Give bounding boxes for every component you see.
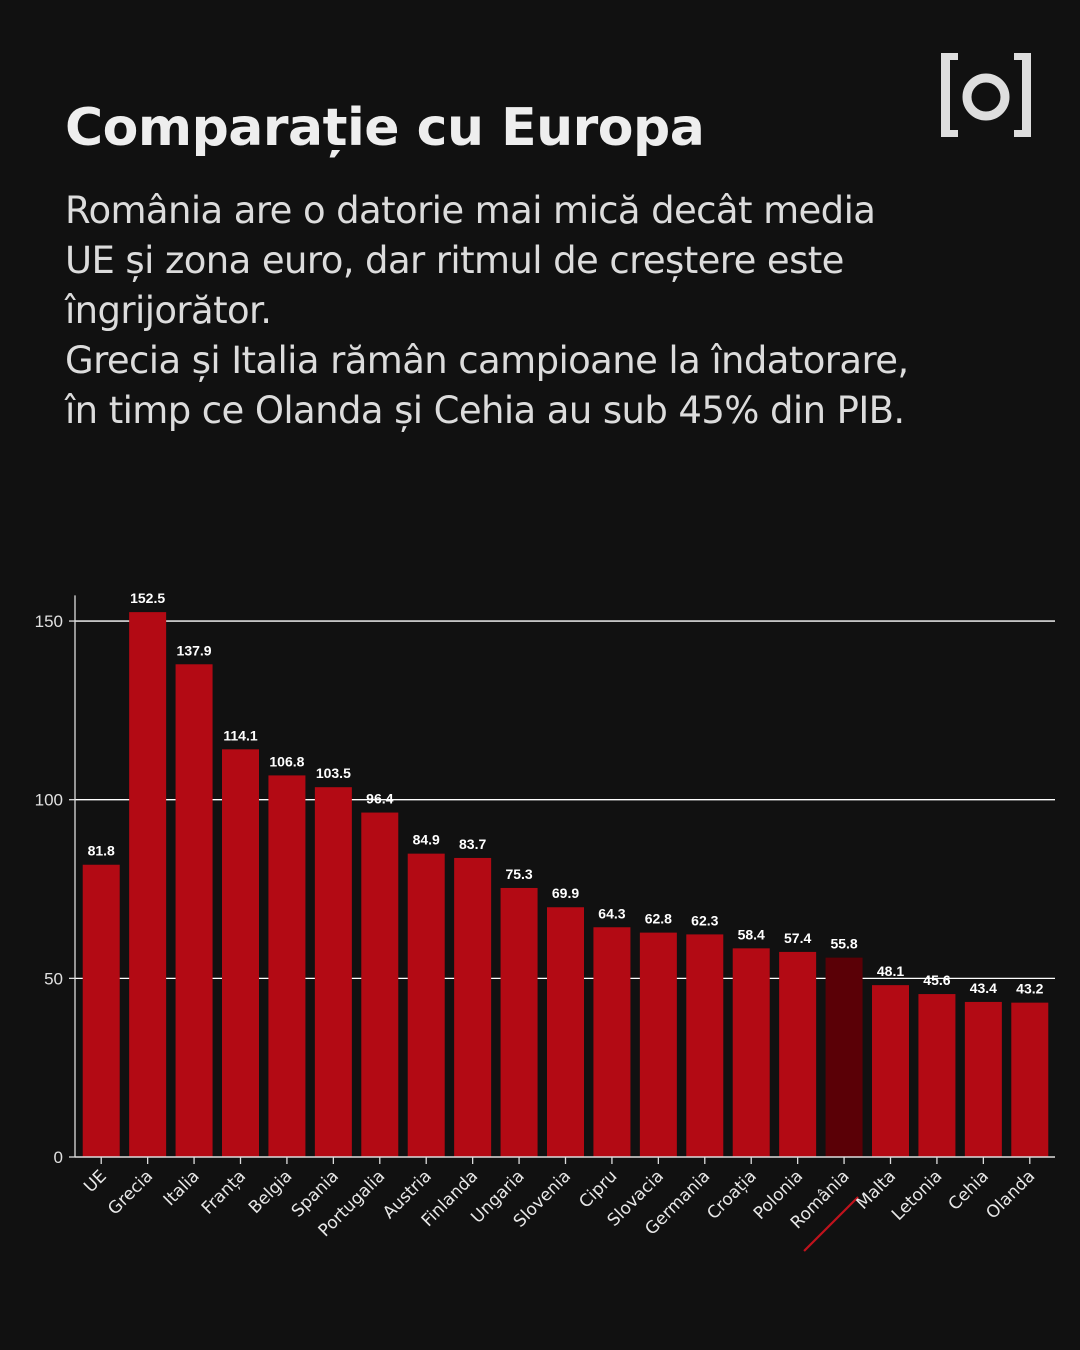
data-label: 96.4 (366, 791, 393, 807)
page-subtitle: România are o datorie mai mică decât med… (65, 189, 909, 432)
highlight-underline (803, 1196, 859, 1252)
data-label: 48.1 (877, 963, 904, 979)
bar-malta (872, 985, 909, 1157)
data-label: 64.3 (598, 905, 625, 921)
data-label: 137.9 (177, 642, 212, 658)
bracket-o-logo (941, 53, 1031, 137)
data-label: 106.8 (269, 753, 304, 769)
bar-olanda (1011, 1002, 1049, 1157)
bar-slovenia (547, 907, 584, 1157)
data-label: 43.4 (970, 980, 997, 996)
data-label: 58.4 (738, 926, 765, 942)
x-tick-label: Croația (703, 1166, 760, 1223)
bar-austria (407, 853, 445, 1157)
bar-ungaria (500, 887, 538, 1157)
bar-franța (222, 749, 259, 1157)
data-label: 43.2 (1016, 981, 1043, 997)
bar-românia (825, 957, 863, 1157)
bar-italia (175, 664, 213, 1157)
x-tick-label: UE (80, 1166, 111, 1197)
y-tick-label: 0 (54, 1148, 63, 1167)
x-tick-label: Franța (198, 1166, 250, 1218)
data-label: 62.8 (645, 911, 672, 927)
bar-letonia (918, 994, 956, 1157)
bar-chart: 0 50 100 150 81.8 UE 152.5 Grecia 137.9 Italia 114… (35, 590, 1055, 1252)
data-label: 62.3 (691, 912, 718, 928)
bar-cehia (964, 1001, 1002, 1157)
bar-spania (314, 787, 352, 1157)
bar-portugalia (361, 812, 399, 1157)
data-label: 152.5 (130, 590, 165, 606)
data-label: 45.6 (923, 972, 950, 988)
data-label: 84.9 (413, 832, 440, 848)
bar-ue (82, 864, 120, 1157)
bar-germania (686, 934, 724, 1157)
x-tick-label: Olanda (982, 1166, 1039, 1223)
data-label: 75.3 (505, 866, 532, 882)
y-tick-label: 150 (35, 612, 63, 631)
bar-grecia (129, 612, 167, 1157)
data-label: 103.5 (316, 765, 351, 781)
data-label: 81.8 (88, 843, 115, 859)
bar-belgia (268, 775, 306, 1157)
bar-polonia (779, 951, 817, 1157)
bar-slovacia (639, 932, 677, 1157)
data-label: 83.7 (459, 836, 486, 852)
x-tick-label: Letonia (888, 1166, 946, 1224)
y-tick-label: 50 (44, 969, 63, 988)
data-label: 69.9 (552, 885, 579, 901)
data-label: 114.1 (223, 727, 257, 743)
x-tick-label: Grecia (104, 1166, 157, 1219)
page-title: Comparație cu Europa (65, 98, 705, 158)
data-label: 55.8 (830, 936, 857, 952)
x-tick-label: Italia (160, 1166, 204, 1210)
bar-finlanda (454, 857, 492, 1157)
bar-cipru (593, 927, 631, 1157)
data-label: 57.4 (784, 930, 811, 946)
y-tick-label: 100 (35, 791, 63, 810)
bar-croația (732, 948, 770, 1157)
x-tick-label: Belgia (245, 1166, 296, 1217)
